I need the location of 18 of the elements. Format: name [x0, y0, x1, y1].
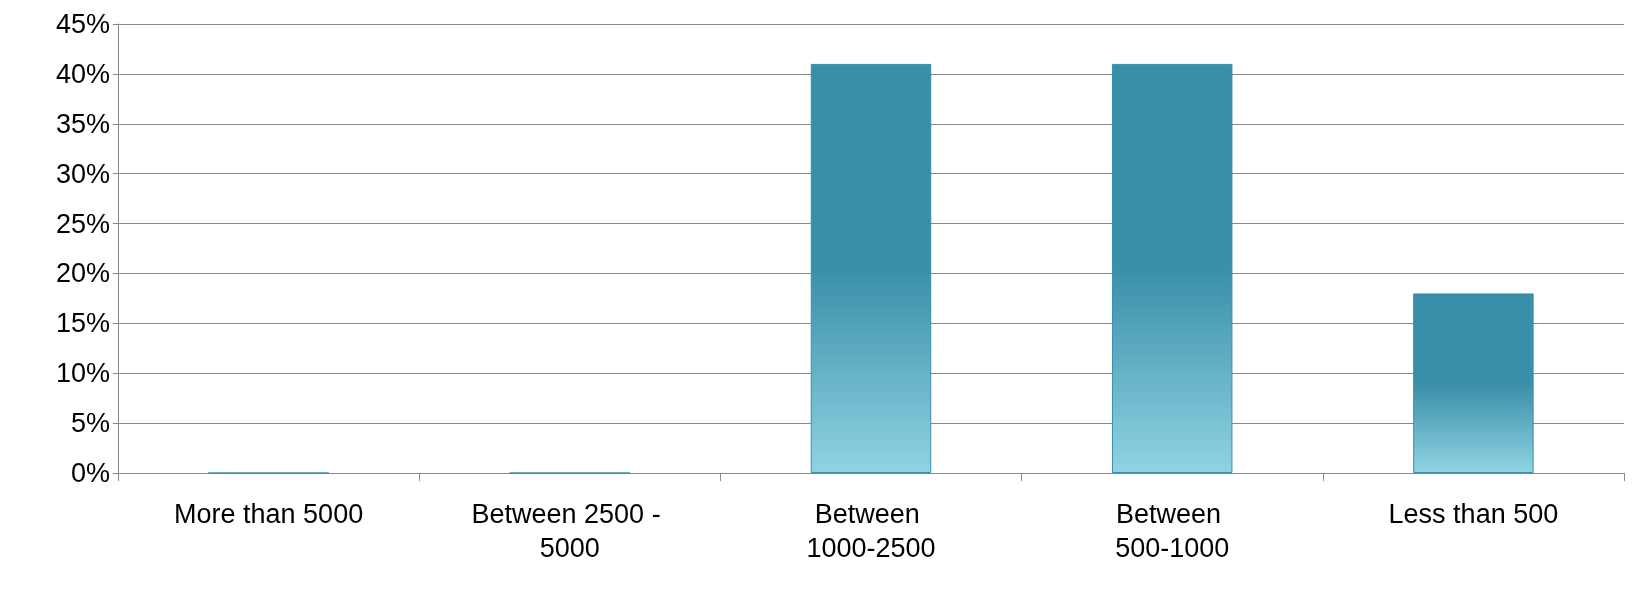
x-tick-label: Between 500-1000 — [1115, 499, 1230, 563]
y-tick-label: 5% — [70, 408, 110, 439]
y-tick-label: 0% — [70, 458, 110, 488]
y-tick-label: 25% — [55, 208, 110, 239]
y-tick-label: 20% — [55, 258, 110, 289]
x-tick-label: Between 1000-2500 — [806, 499, 936, 563]
bar — [1111, 63, 1233, 473]
x-tick-label: Between 2500 - 5000 — [471, 499, 669, 563]
y-tick-label: 40% — [55, 58, 110, 89]
y-tick-label: 45% — [55, 9, 110, 39]
bar — [1413, 293, 1534, 473]
bar — [810, 63, 932, 473]
x-tick-label: Less than 500 — [1388, 499, 1559, 529]
x-tick-label: More than 5000 — [174, 499, 364, 529]
y-tick-label: 35% — [55, 108, 110, 139]
y-tick-label: 10% — [55, 358, 110, 389]
y-tick-label: 30% — [55, 158, 110, 189]
y-tick-label: 15% — [55, 308, 110, 339]
